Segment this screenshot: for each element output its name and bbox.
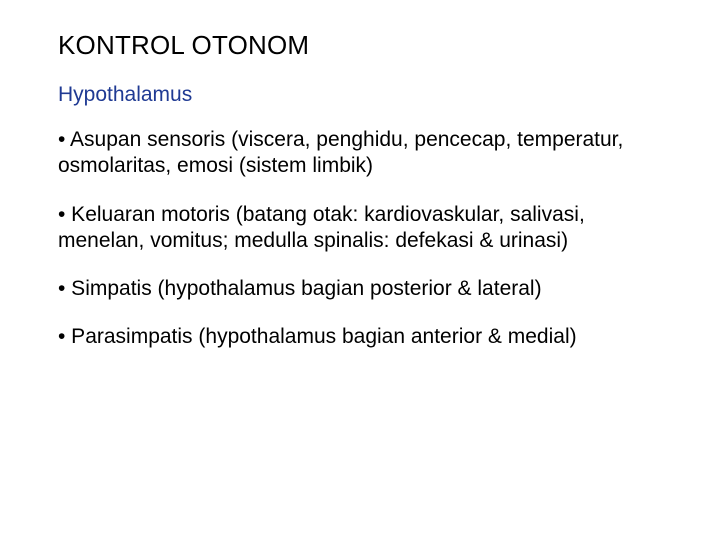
bullet-item: • Keluaran motoris (batang otak: kardiov… (58, 202, 662, 255)
bullet-item: • Simpatis (hypothalamus bagian posterio… (58, 276, 662, 302)
bullet-item: • Parasimpatis (hypothalamus bagian ante… (58, 324, 662, 350)
slide-container: KONTROL OTONOM Hypothalamus • Asupan sen… (0, 0, 720, 540)
slide-title: KONTROL OTONOM (58, 30, 662, 61)
slide-subtitle: Hypothalamus (58, 83, 662, 107)
bullet-item: • Asupan sensoris (viscera, penghidu, pe… (58, 127, 662, 180)
